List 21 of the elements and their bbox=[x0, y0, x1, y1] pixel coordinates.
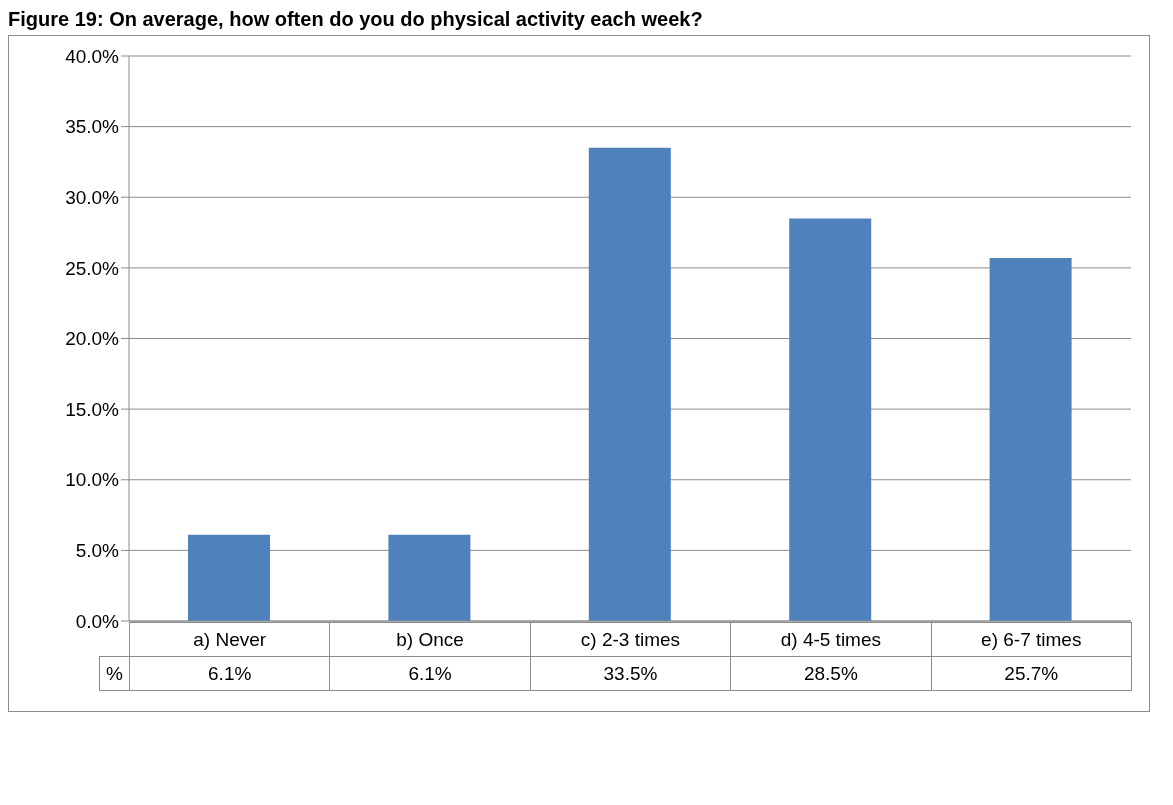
x-tick-label: b) Once bbox=[329, 622, 531, 657]
y-tick-label: 5.0% bbox=[75, 540, 120, 562]
data-label: 25.7% bbox=[931, 656, 1132, 691]
y-tick-label: 25.0% bbox=[65, 257, 120, 279]
y-tick-label: 20.0% bbox=[65, 328, 120, 350]
text: % bbox=[99, 656, 130, 691]
x-tick-label: c) 2-3 times bbox=[530, 622, 731, 657]
data-label: 6.1% bbox=[329, 656, 531, 691]
y-tick-label: 40.0% bbox=[65, 45, 120, 67]
data-label: 28.5% bbox=[730, 656, 932, 691]
data-label: 33.5% bbox=[530, 656, 731, 691]
x-tick-label: d) 4-5 times bbox=[730, 622, 932, 657]
y-tick-label: 10.0% bbox=[65, 469, 120, 491]
y-tick-label: 15.0% bbox=[65, 398, 120, 420]
x-tick-label: e) 6-7 times bbox=[931, 622, 1132, 657]
y-tick-label: 30.0% bbox=[65, 186, 120, 208]
y-tick-label: 35.0% bbox=[65, 116, 120, 138]
chart-title: Figure 19: On average, how often do you do physical activity each week? bbox=[8, 8, 704, 31]
x-tick-label: a) Never bbox=[129, 622, 330, 657]
data-label: 6.1% bbox=[129, 656, 330, 691]
y-tick-label: 0.0% bbox=[75, 610, 120, 632]
